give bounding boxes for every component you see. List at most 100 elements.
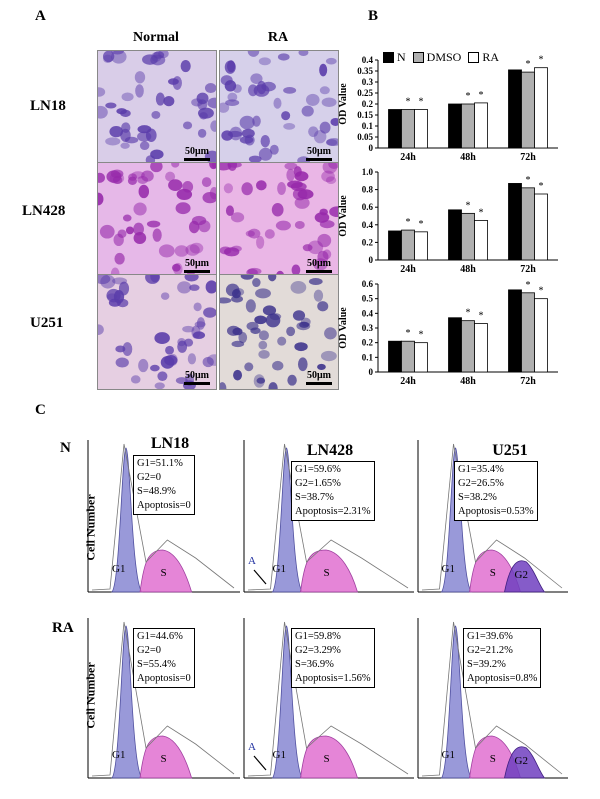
significance-star: * [466, 91, 471, 102]
bar-ra-48h [474, 219, 488, 261]
x-tick-label: 24h [400, 264, 416, 275]
flow-ylabel-ra: Cell Number [83, 662, 98, 729]
significance-star: * [526, 175, 531, 186]
scale-bar-label: 50μm [307, 146, 331, 157]
stat-line: S=36.9% [295, 659, 334, 670]
y-axis-label: OD Value [338, 195, 349, 237]
significance-star: * [406, 217, 411, 228]
stat-line: G2=0 [137, 645, 162, 656]
y-tick-label: 0.05 [357, 132, 373, 142]
panel-b-letter: B [368, 8, 379, 24]
apoptosis-label: A [248, 741, 256, 753]
y-tick-label: 1.0 [362, 167, 374, 177]
y-tick-label: 0.1 [362, 121, 374, 131]
row-label-ln428: LN428 [22, 203, 66, 219]
stat-line: Apoptosis=0 [137, 673, 191, 684]
significance-star: * [466, 200, 471, 211]
bar-ra-72h [534, 298, 548, 373]
scale-bar-label: 50μm [185, 146, 209, 157]
scale-bar: 50μm [306, 258, 332, 273]
significance-star: * [539, 55, 544, 66]
histogram-outline [91, 621, 235, 777]
scale-bar: 50μm [306, 146, 332, 161]
s-label: S [323, 567, 329, 579]
scale-bar: 50μm [184, 146, 210, 161]
bar-ra-24h [414, 342, 428, 373]
s-phase-area [300, 735, 359, 779]
stat-line: G2=21.2% [467, 645, 513, 656]
legend-swatch-dmso [412, 52, 424, 63]
y-tick-label: 0.3 [362, 323, 374, 333]
g1-peak [271, 625, 304, 779]
row-label-ln18: LN18 [30, 98, 66, 114]
flow-title-u251: U251 [492, 442, 528, 459]
y-tick-label: 0.6 [362, 202, 374, 212]
stats-ra-ln18: G1=44.6% G2=0 S=55.4% Apoptosis=0 [133, 628, 195, 688]
legend-label-dmso: DMSO [426, 50, 462, 64]
stat-line: S=55.4% [137, 659, 176, 670]
bar-ra-24h [414, 109, 428, 149]
bar-ra-72h [534, 67, 548, 149]
y-tick-label: 0 [369, 255, 374, 265]
significance-star: * [479, 311, 484, 322]
micrograph-u251-ra: 50μm [219, 274, 339, 390]
legend-label-n: N [397, 50, 406, 64]
stat-line: G1=59.8% [295, 631, 341, 642]
stat-line: G1=44.6% [137, 631, 183, 642]
significance-star: * [419, 219, 424, 230]
apoptosis-label: A [248, 555, 256, 567]
significance-star: * [406, 328, 411, 339]
s-label: S [161, 753, 167, 765]
g1-peak [271, 447, 304, 593]
g1-label: G1 [112, 563, 125, 575]
stat-line: Apoptosis=0.8% [467, 673, 538, 684]
significance-star: * [526, 280, 531, 291]
stat-line: G1=35.4% [458, 464, 504, 475]
stat-line: G1=59.6% [295, 464, 341, 475]
y-tick-label: 0.4 [362, 55, 374, 65]
bar-ra-24h [414, 231, 428, 261]
flow-title-ln18: LN18 [150, 435, 190, 452]
s-label: S [490, 753, 496, 765]
stat-line: Apoptosis=2.31% [295, 506, 371, 517]
stat-line: S=38.2% [458, 492, 497, 503]
bar-ra-48h [474, 323, 488, 373]
y-tick-label: 0 [369, 143, 374, 153]
g1-label: G1 [442, 749, 455, 761]
x-tick-label: 24h [400, 152, 416, 163]
legend-swatch-ra [468, 52, 480, 63]
y-tick-label: 0.5 [362, 294, 374, 304]
g2-peak [504, 560, 546, 593]
y-tick-label: 0.35 [357, 66, 373, 76]
significance-star: * [406, 97, 411, 108]
bar-ra-72h [534, 193, 548, 261]
stat-line: S=48.9% [137, 486, 176, 497]
stats-n-u251: G1=35.4% G2=26.5% S=38.2% Apoptosis=0.53% [454, 461, 538, 521]
y-tick-label: 0.15 [357, 110, 373, 120]
y-tick-label: 0.2 [362, 237, 374, 247]
micrograph-ln428-normal: 50μm [97, 162, 217, 278]
histogram-outline [421, 621, 563, 777]
stats-n-ln18: G1=51.1% G2=0 S=48.9% Apoptosis=0 [133, 455, 195, 515]
y-tick-label: 0.4 [362, 220, 374, 230]
s-label: S [490, 567, 496, 579]
significance-star: * [539, 286, 544, 297]
x-tick-label: 24h [400, 376, 416, 387]
stat-line: G2=3.29% [295, 645, 341, 656]
g1-label: G1 [273, 563, 286, 575]
legend-swatch-n [383, 52, 394, 63]
scale-bar-label: 50μm [307, 258, 331, 269]
significance-star: * [419, 330, 424, 341]
stat-line: Apoptosis=0 [137, 500, 191, 511]
y-tick-label: 0 [369, 367, 374, 377]
g1-label: G1 [442, 563, 455, 575]
scale-bar-label: 50μm [307, 370, 331, 381]
g1-label: G1 [273, 749, 286, 761]
g2-peak [504, 746, 546, 779]
significance-star: * [479, 90, 484, 101]
s-label: S [161, 567, 167, 579]
stat-line: S=39.2% [467, 659, 506, 670]
g1-peak [111, 447, 143, 593]
cond-label-n: N [60, 440, 71, 456]
scale-bar: 50μm [184, 258, 210, 273]
